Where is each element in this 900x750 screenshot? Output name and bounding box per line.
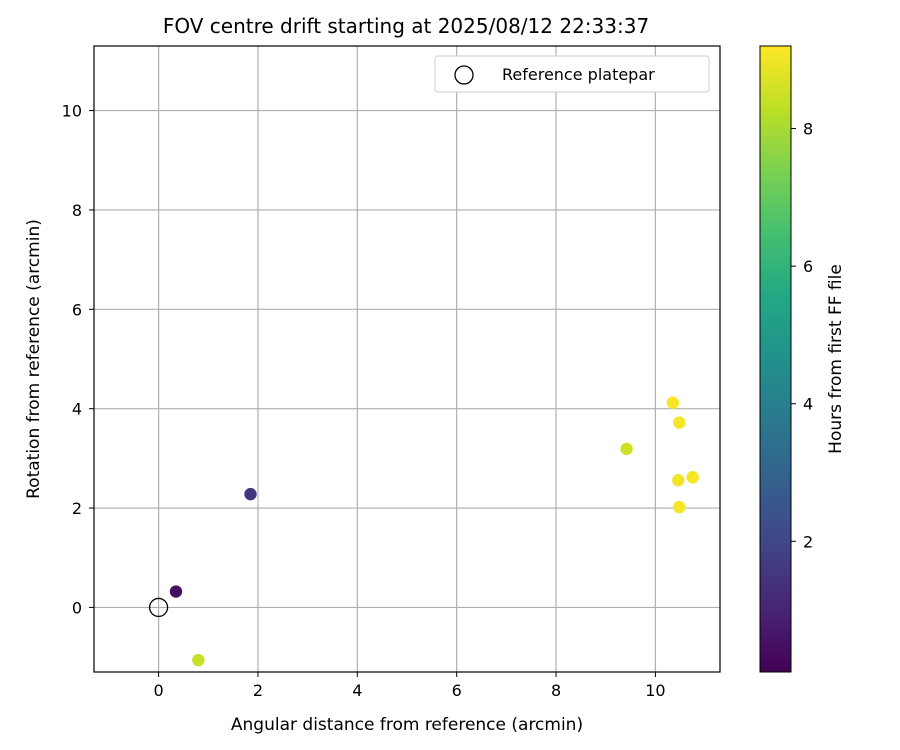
legend: Reference platepar — [434, 55, 710, 93]
y-axis-label: Rotation from reference (arcmin) — [24, 219, 44, 499]
colorbar: 2 4 6 8 Hours from first FF file — [759, 45, 846, 673]
y-axis-ticks: 0 2 4 6 8 10 — [62, 102, 94, 617]
y-tick-label: 2 — [72, 499, 82, 518]
x-tick-label: 10 — [645, 681, 665, 700]
colorbar-tick-label: 6 — [803, 257, 813, 276]
grid-lines — [94, 46, 720, 672]
x-tick-label: 2 — [253, 681, 263, 700]
y-tick-label: 6 — [72, 300, 82, 319]
x-tick-label: 4 — [352, 681, 362, 700]
legend-box — [434, 55, 710, 93]
x-tick-label: 6 — [452, 681, 462, 700]
x-tick-label: 0 — [153, 681, 163, 700]
chart-title: FOV centre drift starting at 2025/08/12 … — [163, 14, 649, 38]
colorbar-label: Hours from first FF file — [826, 264, 846, 454]
data-point — [673, 500, 686, 514]
data-points — [148, 396, 699, 667]
colorbar-tick-label: 2 — [803, 532, 813, 551]
legend-entry-reference-platepar: Reference platepar — [502, 65, 655, 84]
data-point — [620, 442, 633, 456]
colorbar-tick-label: 8 — [803, 120, 813, 139]
data-point — [244, 487, 257, 501]
plot-area-frame — [93, 45, 721, 673]
data-point — [169, 585, 183, 598]
y-tick-label: 0 — [72, 598, 82, 617]
legend-reference-marker — [454, 65, 474, 85]
data-point — [666, 396, 680, 409]
data-point — [672, 474, 685, 487]
y-tick-label: 4 — [72, 400, 82, 419]
data-point — [686, 471, 699, 484]
colorbar-gradient — [759, 45, 792, 673]
colorbar-ticks: 2 4 6 8 — [791, 120, 813, 551]
y-tick-label: 10 — [62, 102, 82, 121]
x-tick-label: 8 — [551, 681, 561, 700]
x-axis-label: Angular distance from reference (arcmin) — [231, 715, 583, 735]
data-point — [192, 653, 205, 667]
reference-platepar-marker — [148, 597, 169, 618]
y-tick-label: 8 — [72, 201, 82, 220]
colorbar-tick-label: 4 — [803, 395, 813, 414]
data-point — [673, 416, 686, 429]
x-axis-ticks: 0 2 4 6 8 10 — [153, 672, 666, 700]
